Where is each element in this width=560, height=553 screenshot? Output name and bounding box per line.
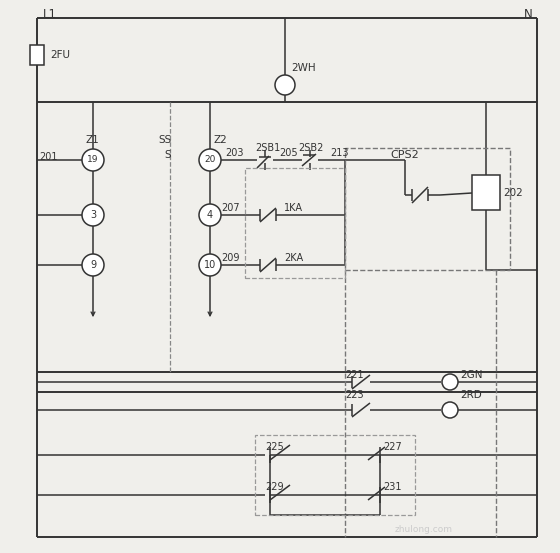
Bar (472, 175, 500, 210)
Text: 213: 213 (330, 148, 348, 158)
Text: L1: L1 (43, 8, 57, 22)
Bar (255, 435, 415, 515)
Text: 201: 201 (39, 152, 58, 162)
Text: 2GN: 2GN (460, 370, 483, 380)
Bar (245, 168, 345, 278)
Text: 2KA: 2KA (284, 253, 303, 263)
Text: 227: 227 (383, 442, 402, 452)
Text: 207: 207 (221, 203, 240, 213)
Text: N: N (524, 8, 533, 22)
Text: 225: 225 (265, 442, 284, 452)
Circle shape (82, 204, 104, 226)
Text: 19: 19 (87, 155, 99, 164)
Text: CPS2: CPS2 (390, 150, 419, 160)
Text: 205: 205 (279, 148, 297, 158)
Text: 231: 231 (383, 482, 402, 492)
Text: 2WH: 2WH (291, 63, 316, 73)
Text: 2SB1: 2SB1 (255, 143, 280, 153)
Text: 9: 9 (90, 260, 96, 270)
Text: 4: 4 (207, 210, 213, 220)
Bar (345, 148, 510, 270)
Text: SS: SS (158, 135, 171, 145)
Text: 229: 229 (265, 482, 283, 492)
Circle shape (82, 254, 104, 276)
Bar (30, 45, 44, 65)
Circle shape (199, 254, 221, 276)
Circle shape (199, 149, 221, 171)
Circle shape (82, 149, 104, 171)
Text: zhulong.com: zhulong.com (395, 525, 453, 535)
Text: 20: 20 (204, 155, 216, 164)
Text: Z2: Z2 (214, 135, 228, 145)
Text: 223: 223 (345, 390, 363, 400)
Text: 221: 221 (345, 370, 363, 380)
Text: 1KA: 1KA (284, 203, 303, 213)
Text: 209: 209 (221, 253, 240, 263)
Text: S: S (164, 150, 171, 160)
Text: 202: 202 (503, 188, 522, 198)
Text: 3: 3 (90, 210, 96, 220)
Circle shape (442, 402, 458, 418)
Text: 2SB2: 2SB2 (298, 143, 323, 153)
Text: 10: 10 (204, 260, 216, 270)
Text: 2RD: 2RD (460, 390, 482, 400)
Circle shape (275, 75, 295, 95)
Text: 2FU: 2FU (50, 50, 70, 60)
Text: 203: 203 (225, 148, 244, 158)
Circle shape (199, 204, 221, 226)
Circle shape (442, 374, 458, 390)
Text: Z1: Z1 (85, 135, 99, 145)
